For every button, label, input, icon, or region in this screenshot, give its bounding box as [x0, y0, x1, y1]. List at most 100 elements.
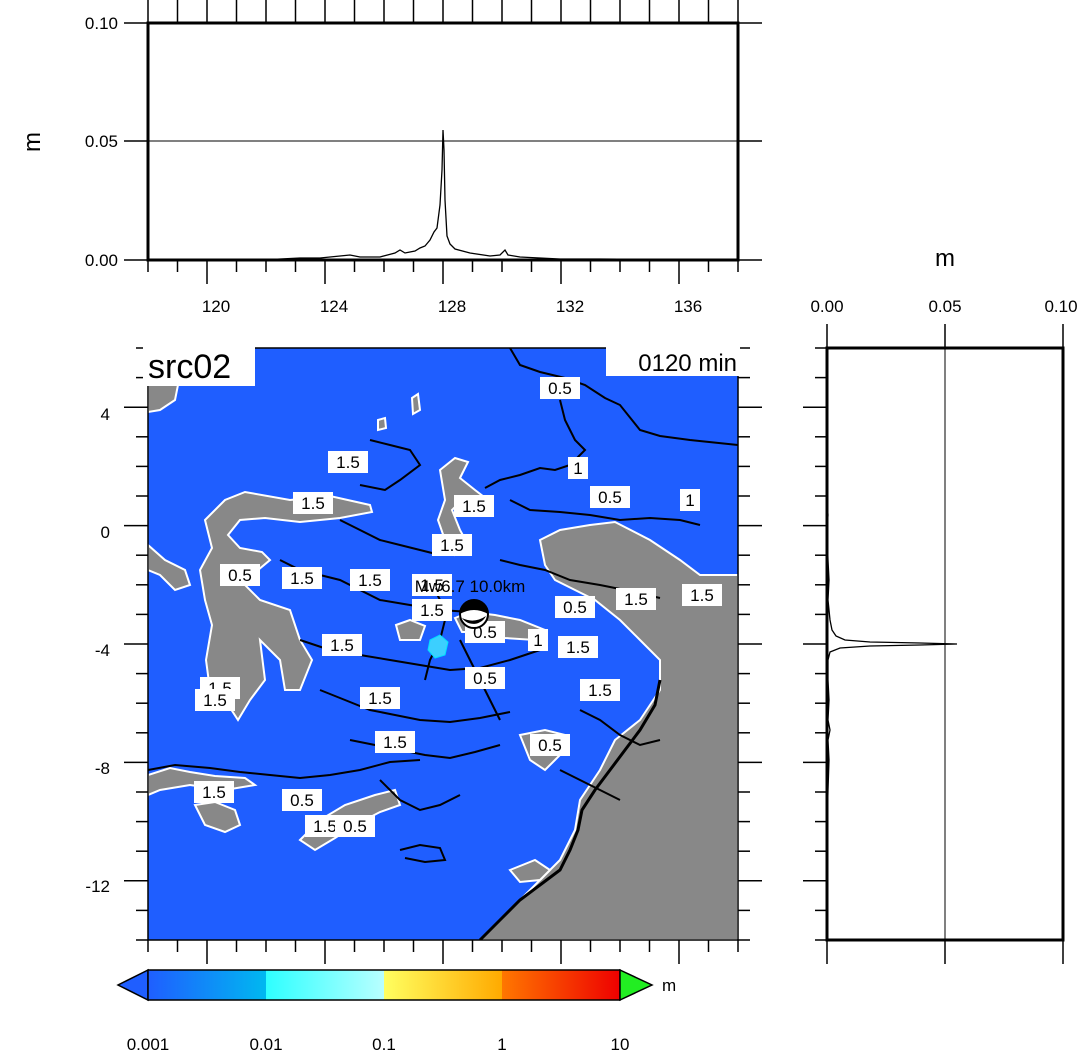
lat-tick-label: 4: [101, 405, 110, 424]
contour-label: 0.5: [548, 379, 572, 398]
contour-line: [484, 399, 587, 489]
top-panel-bottom-ticks: [147, 260, 739, 284]
contour-label-box: [335, 815, 375, 837]
contour-label: 1: [573, 459, 582, 478]
contour-label-box: [350, 569, 390, 591]
buru-land: [394, 618, 427, 641]
right-x-tick-label: 0.10: [1044, 297, 1077, 316]
small-islands-north: [377, 392, 422, 432]
contour-label-box: [328, 451, 368, 473]
contour-label: 0.5: [290, 791, 314, 810]
top-x-tick-label: 120: [202, 297, 230, 316]
contour-label: 1.5: [690, 586, 714, 605]
source-label-box: [143, 346, 255, 386]
contour-label: 1.5: [420, 576, 444, 595]
south-island-land: [508, 858, 552, 884]
contour-line: [399, 843, 447, 864]
contour-label: 1: [685, 491, 694, 510]
contour-line: [359, 439, 422, 492]
contour-label-box: [360, 687, 400, 709]
contour-label: 1: [533, 631, 542, 650]
contour-labels: 0.5 1 0.5 1 1.5 1.5 1.5 1.5 0.5 1.5 1.5 1.5 0.5 1.5 1.…: [194, 377, 722, 837]
contour-label-box: [682, 584, 722, 606]
contour-label: 1.5: [203, 691, 227, 710]
time-label-box: [606, 346, 740, 376]
contour-label: 0.5: [598, 488, 622, 507]
top-profile-line: [148, 129, 739, 261]
contour-label-box: [282, 789, 322, 811]
lat-tick-label: -8: [95, 759, 110, 778]
time-label: 0120 min: [638, 350, 737, 377]
contour-label: 1.5: [358, 571, 382, 590]
top-y-tick-label: 0.00: [85, 251, 118, 270]
contour-label-box: [432, 534, 472, 556]
contour-line: [579, 709, 661, 747]
contour-line: [148, 759, 421, 780]
contour-label: 1.5: [336, 453, 360, 472]
top-panel-y-ticks: [124, 22, 762, 261]
top-x-tick-label: 132: [556, 297, 584, 316]
colorbar-segment: [384, 970, 502, 1000]
contour-label-box: [195, 689, 235, 711]
contour-label: 1.5: [202, 783, 226, 802]
contour-label-box: [375, 731, 415, 753]
contour-label-box: [555, 596, 595, 618]
contour-label: 0.5: [228, 566, 252, 585]
contour-label-box: [465, 667, 505, 689]
contour-label: 0.5: [563, 598, 587, 617]
colorbar-unit-label: m: [662, 976, 676, 995]
right-panel-unit-label: m: [935, 245, 955, 272]
colorbar-segment: [148, 970, 266, 1000]
colorbar-segment: [502, 970, 620, 1000]
contour-label-box: [412, 599, 452, 621]
colorbar-high-arrow: [619, 968, 654, 1002]
contour-label: 1.5: [462, 497, 486, 516]
contour-label-box: [616, 588, 656, 610]
contour-line: [559, 769, 621, 801]
contour-label: 0.5: [538, 736, 562, 755]
contour-line: [379, 779, 461, 812]
contour-label: 1.5: [290, 569, 314, 588]
map-panel: 0.5 1 0.5 1 1.5 1.5 1.5 1.5 0.5 1.5 1.5 1.5 0.5 1.5 1.…: [85, 346, 762, 964]
contour-label-box: [558, 636, 598, 658]
right-profile-panel: 0.00 0.05 0.10 m: [803, 245, 1078, 964]
top-profile-panel: 0.10 0.05 0.00 m 120 124 128 132 136: [19, 0, 762, 316]
map-right-ticks: [738, 347, 762, 941]
contour-label-box: [590, 486, 630, 508]
contour-label: 1.5: [330, 636, 354, 655]
map-left-ticks: [124, 347, 148, 941]
contour-line: [319, 689, 511, 724]
colorbar-tick-label: 10: [611, 1035, 630, 1054]
colorbar-tick-label: 0.01: [249, 1035, 282, 1054]
contour-label-box: [580, 679, 620, 701]
contour-label-box: [412, 574, 452, 596]
contour-label: 1.5: [420, 601, 444, 620]
top-panel-top-ticks: [147, 0, 739, 23]
contour-label-box: [528, 629, 548, 651]
right-panel-left-ticks: [803, 347, 827, 941]
colorbar-tick-label: 0.001: [127, 1035, 170, 1054]
colorbar-tick-label: 0.1: [372, 1035, 396, 1054]
lat-tick-label: -12: [85, 877, 110, 896]
contour-line: [424, 579, 447, 681]
contour-label-box: [530, 734, 570, 756]
map-content: 0.5 1 0.5 1 1.5 1.5 1.5 1.5 0.5 1.5 1.5 1.5 0.5 1.5 1.…: [148, 348, 738, 940]
contour-label: 1.5: [566, 638, 590, 657]
contour-label-box: [282, 567, 322, 589]
epicenter-label: Mw6.7 10.0km: [415, 577, 526, 596]
contour-label-box: [220, 564, 260, 586]
source-label: src02: [148, 348, 231, 386]
right-panel-x-ticks: [826, 324, 1064, 964]
contour-label-box: [194, 781, 234, 803]
coastline-thick: [478, 679, 662, 940]
lat-tick-label: -4: [95, 641, 110, 660]
contour-line: [339, 519, 441, 556]
top-y-tick-label: 0.10: [85, 14, 118, 33]
top-y-tick-label: 0.05: [85, 132, 118, 151]
top-x-tick-label: 136: [674, 297, 702, 316]
right-profile-line: [826, 348, 958, 940]
focal-mechanism-icon: [459, 599, 489, 629]
contour-label-box: [540, 377, 580, 399]
contour-label: 1.5: [301, 494, 325, 513]
